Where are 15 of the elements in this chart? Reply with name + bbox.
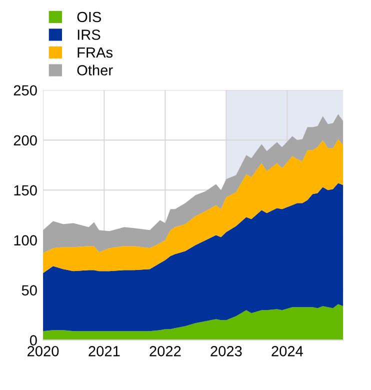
- y-tick-label: 100: [14, 235, 37, 246]
- x-tick-label: 2023: [210, 346, 242, 356]
- legend-label: OIS: [77, 12, 102, 22]
- legend-label: IRS: [78, 30, 100, 40]
- y-tick-label: 50: [22, 285, 37, 296]
- y-tick-label: 250: [14, 85, 37, 96]
- x-tick-label: 2020: [28, 346, 59, 356]
- legend-label: FRAs: [78, 47, 113, 58]
- y-tick-label: 200: [14, 135, 37, 146]
- x-tick-label: 2021: [88, 346, 120, 356]
- x-tick-label: 2024: [272, 346, 303, 356]
- y-tick-label: 0: [30, 335, 37, 346]
- x-tick-label: 2022: [150, 346, 181, 356]
- y-tick-label: 150: [14, 185, 37, 196]
- legend-label: Other: [77, 64, 113, 76]
